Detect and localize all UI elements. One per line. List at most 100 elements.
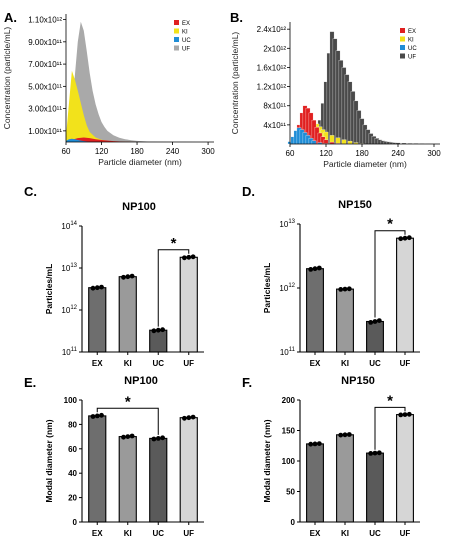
chart-a-nta-profile: 60 120 180 240 300 1.00x10¹¹ 3.00x10¹¹ 5.00x10¹… (2, 14, 215, 167)
data-point-ex (312, 441, 318, 447)
data-point-ki (125, 274, 131, 280)
data-point-uc (151, 436, 157, 442)
y-axis-label: Concentration (particle/mL) (2, 27, 12, 130)
x-tick-label: UF (400, 359, 411, 368)
bar-ki (336, 434, 354, 523)
bar-ki (336, 288, 354, 353)
x-tick-label: 120 (95, 147, 109, 156)
data-point-ki (125, 434, 131, 439)
chart-b-nta-profile: 60 120 180 240 300 4x10¹¹ 8x10¹¹ 1.2x10¹² 1.6x10… (230, 22, 441, 169)
data-point-uc (160, 327, 166, 333)
bar-ex (306, 443, 324, 523)
y-tick-label: 5.00x10¹¹ (28, 82, 62, 91)
significance-star: * (387, 392, 393, 409)
x-tick-label: EX (92, 529, 103, 538)
x-tick-label: UC (369, 529, 381, 538)
y-tick-label: 80 (68, 420, 77, 429)
y-tick-label: 1013 (61, 263, 77, 273)
x-tick-label: 240 (166, 147, 180, 156)
data-point-uf (402, 412, 408, 417)
series-area-ex (66, 137, 138, 142)
y-tick-label: 100 (282, 457, 296, 466)
data-point-ki (121, 274, 126, 280)
series-area-ki (66, 70, 138, 142)
data-point-uc (155, 327, 161, 333)
y-tick-label: 1012 (279, 283, 295, 293)
data-point-uf (186, 254, 192, 260)
chart-f-np150-modal: NP150 EX KI UC UF 0 50 100 150 200 Modal diameter … (262, 375, 420, 538)
data-point-uc (372, 319, 378, 324)
y-tick-label: 9.00x10¹¹ (28, 38, 62, 47)
x-tick-label: EX (92, 359, 103, 368)
x-axis-label: Particle diameter (nm) (323, 159, 407, 169)
data-point-ex (99, 412, 104, 418)
data-point-uc (372, 450, 378, 456)
x-tick-label: EX (310, 359, 321, 368)
bar-ki (118, 436, 137, 523)
significance-bracket (157, 249, 190, 327)
y-tick-label: 200 (282, 396, 296, 405)
y-tick-label: 1012 (61, 305, 77, 315)
data-point-ki (338, 287, 344, 292)
chart-title: NP100 (124, 375, 158, 387)
data-point-ex (308, 267, 314, 272)
data-point-ex (90, 414, 96, 419)
legend-label-ex: EX (182, 21, 190, 27)
data-point-ex (312, 266, 318, 272)
y-tick-label: 1.2x10¹² (257, 83, 287, 92)
legend-swatch-ki (400, 36, 405, 42)
data-point-ex (94, 413, 100, 419)
significance-bracket (374, 406, 406, 450)
data-point-uf (190, 414, 196, 420)
y-tick-label: 100 (64, 396, 78, 405)
y-axis-label: Particles/mL (262, 263, 272, 314)
data-point-uf (190, 254, 196, 260)
y-axis-label: Modal diameter (nm) (262, 419, 272, 502)
y-tick-label: 8x10¹¹ (263, 102, 286, 111)
bar-uf (396, 414, 414, 523)
legend-swatch-ki (174, 28, 179, 34)
bar-ki (118, 276, 137, 353)
bar-uc (366, 452, 384, 523)
data-point-ki (342, 286, 348, 292)
data-point-ki (338, 432, 344, 438)
x-tick-label: UC (369, 359, 381, 368)
data-point-ex (94, 285, 100, 291)
legend-swatch-ex (400, 28, 405, 33)
y-tick-label: 20 (68, 494, 77, 503)
y-tick-label: 7.00x10¹¹ (28, 60, 62, 69)
chart-e-np100-modal: NP100 EX KI UC UF 0 20 40 60 80 100 Modal diameter … (44, 375, 204, 538)
data-point-ex (316, 441, 322, 446)
data-point-uf (406, 235, 412, 241)
data-point-ex (308, 441, 314, 447)
x-tick-label: UF (183, 529, 194, 538)
x-tick-label: EX (310, 529, 321, 538)
y-tick-label: 0 (73, 518, 78, 527)
bar-uf (179, 256, 198, 353)
bar-ex (88, 415, 107, 523)
data-point-uc (376, 318, 382, 323)
data-point-uf (182, 255, 187, 261)
chart-title: NP100 (122, 201, 156, 213)
x-tick-label: 180 (355, 149, 369, 158)
data-point-ki (129, 273, 135, 279)
significance-bracket (374, 230, 406, 318)
data-point-ex (90, 285, 96, 291)
x-tick-label: UF (183, 359, 194, 368)
y-tick-label: 2x10¹² (263, 44, 286, 53)
data-point-uc (151, 328, 157, 334)
series-area-uc (66, 138, 102, 142)
significance-bracket (96, 407, 159, 435)
data-point-uf (398, 236, 404, 242)
y-tick-label: 1.6x10¹² (257, 63, 287, 72)
bar-uc (149, 329, 168, 353)
legend-label-uc: UC (408, 46, 417, 52)
y-tick-label: 0 (291, 518, 296, 527)
data-point-uc (368, 451, 374, 456)
x-tick-label: 300 (427, 149, 441, 158)
data-point-uf (406, 411, 412, 417)
data-point-ex (316, 265, 322, 271)
y-axis-label: Particles/mL (44, 264, 54, 315)
y-tick-label: 1011 (62, 347, 78, 357)
